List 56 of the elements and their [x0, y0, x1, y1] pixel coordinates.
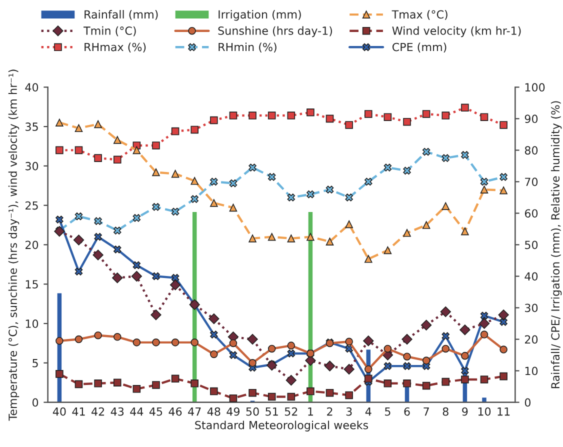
y-tick-label: 15	[26, 280, 38, 289]
y-tick-label: 20	[26, 240, 38, 250]
x-tick-label: 48	[207, 407, 220, 416]
y2-tick-label: 60	[524, 209, 538, 218]
x-tick-label: 40	[52, 407, 66, 416]
y-tick-label: 0	[32, 398, 38, 407]
x-tick-label: 41	[72, 408, 85, 416]
y-tick-label: 10	[26, 319, 38, 328]
x-tick-label: 9	[462, 407, 468, 416]
x-tick-label: 6	[404, 407, 410, 416]
x-tick-label: 10	[478, 407, 491, 416]
y2-tick-label: 70	[525, 178, 538, 186]
legend-label: RHmin (%)	[218, 42, 276, 53]
legend-label: Wind velocity (km hr-1)	[392, 26, 521, 38]
x-tick-label: 51	[266, 408, 278, 416]
legend-label: Tmax (°C)	[392, 10, 448, 20]
x-tick-label: 42	[92, 407, 104, 416]
y2-tick-label: 0	[524, 398, 531, 407]
y-tick-label: 40	[25, 83, 38, 92]
x-tick-label: 46	[168, 407, 182, 416]
x-tick-label: 52	[284, 407, 298, 416]
y2-tick-label: 40	[524, 272, 538, 281]
x-tick-label: 4	[365, 408, 372, 416]
x-tick-label: 1	[308, 408, 313, 416]
x-tick-label: 8	[442, 407, 448, 416]
legend-label: Rainfall (mm)	[84, 10, 158, 20]
y-tick-label: 25	[26, 201, 38, 210]
x-tick-label: 44	[130, 408, 144, 416]
x-tick-label: 45	[149, 408, 162, 416]
y2-axis-title: Rainfall/ CPE/ Irrigation (mm), Relative humidity (%)	[550, 101, 562, 388]
x-axis-title: Standard Meteorological weeks	[195, 420, 368, 432]
x-tick-label: 3	[346, 407, 352, 416]
legend-label: CPE (mm)	[392, 42, 446, 53]
x-tick-label: 50	[246, 407, 259, 416]
x-tick-label: 47	[188, 408, 201, 416]
y2-tick-label: 90	[524, 114, 538, 124]
x-tick-label: 2	[327, 407, 332, 416]
y2-tick-label: 100	[525, 83, 545, 92]
y2-tick-label: 80	[524, 146, 538, 155]
x-tick-label: 7	[424, 408, 429, 416]
x-tick-label: 49	[226, 407, 240, 416]
y2-tick-label: 30	[525, 304, 538, 312]
x-tick-label: 5	[385, 408, 390, 416]
y-tick-label: 30	[26, 162, 38, 170]
y2-tick-label: 50	[525, 240, 538, 250]
y-axis-title: Temperature (°C), sunchine (hrs day⁻¹), wind velocity (km hr⁻¹)	[8, 70, 20, 421]
y2-tick-label: 20	[524, 335, 538, 344]
y-tick-label: 35	[26, 122, 38, 131]
y-tick-label: 5	[32, 359, 38, 368]
legend-label: Irrigation (mm)	[218, 10, 301, 21]
x-tick-label: 43	[110, 407, 124, 416]
legend-label: Sunshine (hrs day-1)	[218, 26, 332, 38]
legend-label: RHmax (%)	[84, 42, 146, 53]
x-tick-label: 11	[498, 408, 510, 416]
y2-tick-label: 10	[525, 366, 538, 376]
legend-label: Tmin (°C)	[84, 26, 136, 36]
